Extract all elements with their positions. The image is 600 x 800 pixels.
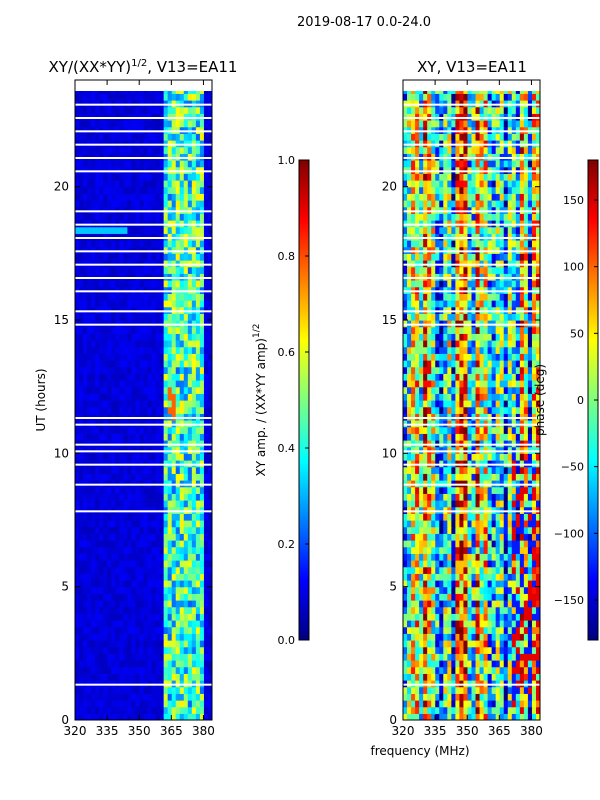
right-colorbar-tick-label: −50 [561,461,584,474]
left-y-tick-label: 15 [54,313,69,327]
left-colorbar-tick-label: 0.0 [278,634,296,647]
left-y-tick-label: 0 [61,713,69,727]
left-panel-title: XY/(XX*YY)1/2, V13=EA11 [49,58,238,76]
right-colorbar-label: phase (deg) [533,364,547,436]
right-colorbar-tick-label: 0 [577,394,584,407]
right-y-axis: 0 5 10 15 20 [382,180,540,727]
right-colorbar-tick-label: 100 [563,261,584,274]
right-axes-frame [402,79,541,721]
left-amplitude-panel: XY/(XX*YY)1/2, V13=EA11 320 335 350 365 380 … [34,58,237,738]
right-heatmap [403,80,540,720]
right-x-tick-label: 335 [424,724,447,738]
right-colorbar-tick-label: −150 [554,594,584,607]
left-x-tick-label: 320 [64,724,87,738]
left-title-sup: 1/2 [131,58,147,69]
left-title-suffix: , V13=EA11 [147,58,237,76]
left-colorbar-label-sup: 1/2 [252,324,262,338]
left-x-tick-label: 380 [192,724,215,738]
left-x-tick-label: 350 [128,724,151,738]
right-colorbar-ticks: −150 −100 −50 0 50 100 150 [554,194,598,607]
right-colorbar: −150 −100 −50 0 50 100 150 phase (deg) [533,159,599,641]
right-colorbar-tick-label: −100 [554,527,584,540]
left-y-axis-label: UT (hours) [34,368,48,431]
right-y-tick-label: 5 [389,580,397,594]
left-x-tick-label: 335 [96,724,119,738]
left-y-tick-label: 10 [54,446,69,460]
left-colorbar-tick-label: 0.4 [278,442,296,455]
left-colorbar-tick-label: 1.0 [278,154,296,167]
left-colorbar-label: XY amp. / (XX*YY amp)1/2 [252,324,268,477]
left-x-axis: 320 335 350 365 380 [64,80,215,738]
left-colorbar-label-text: XY amp. / (XX*YY amp) [254,338,268,476]
right-x-tick-label: 380 [520,724,543,738]
right-x-tick-label: 350 [456,724,479,738]
left-colorbar-gradient [298,159,310,641]
right-x-tick-label: 365 [488,724,511,738]
left-y-tick-label: 20 [54,180,69,194]
left-axes-frame [74,79,213,721]
left-colorbar: 0.0 0.2 0.4 0.6 0.8 1.0 XY amp. / (XX*YY amp)… [252,154,310,647]
right-y-tick-label: 0 [389,713,397,727]
left-heatmap [75,80,212,720]
right-y-tick-label: 10 [382,446,397,460]
figure-title: 2019-08-17 0.0-24.0 [297,15,431,30]
left-colorbar-tick-label: 0.6 [278,346,296,359]
x-axis-label: frequency (MHz) [370,744,469,758]
left-y-axis: 0 5 10 15 20 [54,180,212,727]
right-x-axis: 320 335 350 365 380 [392,80,543,738]
right-phase-panel: XY, V13=EA11 320 335 350 365 380 0 5 10 15 20 [382,58,543,738]
right-panel-title: XY, V13=EA11 [417,58,527,76]
left-y-tick-label: 5 [61,580,69,594]
left-x-tick-label: 365 [160,724,183,738]
right-colorbar-tick-label: 150 [563,194,584,207]
right-x-tick-label: 320 [392,724,415,738]
left-colorbar-ticks: 0.0 0.2 0.4 0.6 0.8 1.0 [278,154,309,647]
right-colorbar-tick-label: 50 [570,327,584,340]
right-y-tick-label: 20 [382,180,397,194]
left-colorbar-tick-label: 0.2 [278,538,296,551]
left-colorbar-tick-label: 0.8 [278,250,296,263]
right-y-tick-label: 15 [382,313,397,327]
left-title-prefix: XY/(XX*YY) [49,58,132,76]
